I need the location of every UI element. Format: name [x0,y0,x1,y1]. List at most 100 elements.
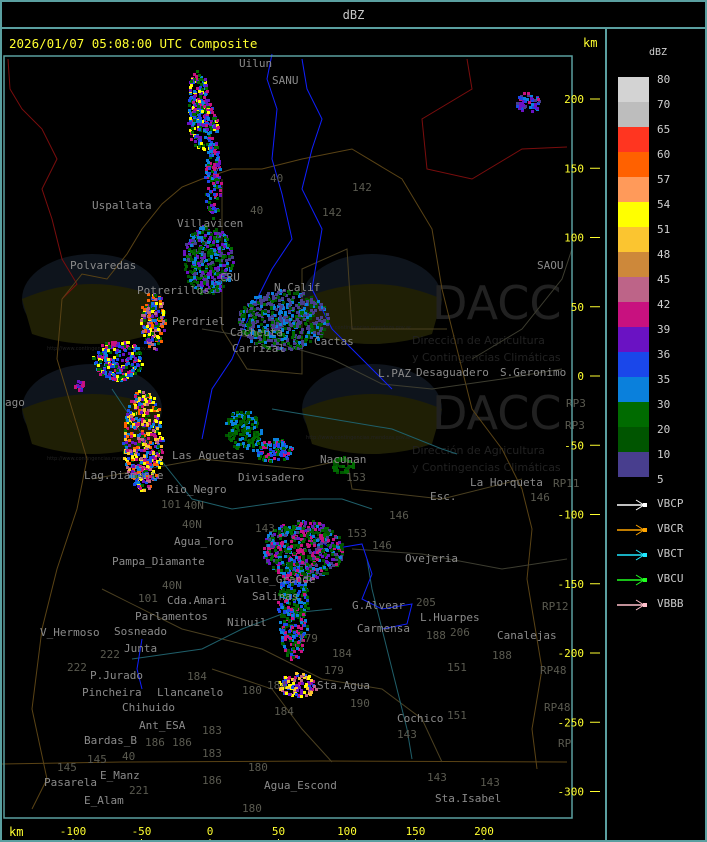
echo-pixel [304,576,307,579]
echo-pixel [235,432,238,435]
echo-pixel [125,363,128,366]
echo-pixel [295,634,298,637]
echo-pixel [304,343,307,346]
echo-pixel [320,327,323,330]
echo-pixel [288,321,291,324]
echo-pixel [299,321,302,324]
echo-pixel [143,308,146,311]
echo-pixel [278,681,281,684]
echo-pixel [149,463,152,466]
echo-pixel [212,263,215,266]
scale-label: 60 [657,148,671,161]
echo-pixel [340,558,343,561]
echo-pixel [279,628,282,631]
echo-pixel [211,209,214,212]
echo-pixel [118,345,121,348]
echo-pixel [283,453,286,456]
echo-pixel [310,691,313,694]
echo-pixel [107,366,110,369]
echo-pixel [275,561,278,564]
echo-pixel [268,550,271,553]
echo-pixel [196,120,199,123]
echo-pixel [122,442,125,445]
echo-pixel [146,325,149,328]
echo-pixel [266,294,269,297]
echo-pixel [282,307,285,310]
echo-pixel [269,460,272,463]
echo-pixel [238,318,241,321]
echo-pixel [265,556,268,559]
echo-pixel [298,677,301,680]
echo-pixel [271,311,274,314]
echo-pixel [208,172,211,175]
echo-pixel [146,412,149,415]
echo-pixel [285,550,288,553]
dacc-url: http://www.contingencias.mendoza.gov.ar [47,456,153,462]
echo-pixel [200,256,203,259]
vector-label: VBCP [657,497,684,510]
echo-pixel [286,577,289,580]
echo-pixel [311,563,314,566]
echo-pixel [208,291,211,294]
echo-pixel [305,298,308,301]
echo-pixel [263,337,266,340]
echo-pixel [149,468,152,471]
echo-pixel [213,114,216,117]
place-label: Sta.Agua [317,679,370,692]
y-tick-label: 0 [577,370,584,383]
echo-pixel [303,525,306,528]
echo-pixel [209,154,212,157]
echo-pixel [154,457,157,460]
echo-pixel [307,677,310,680]
echo-pixel [227,418,230,421]
scale-swatch [618,227,649,252]
echo-pixel [234,441,237,444]
echo-pixel [313,539,316,542]
echo-pixel [137,485,140,488]
echo-pixel [104,372,107,375]
echo-pixel [185,265,188,268]
echo-pixel [156,430,159,433]
echo-pixel [197,284,200,287]
echo-pixel [537,102,540,105]
echo-pixel [232,427,235,430]
place-label: Uspallata [92,199,152,212]
road-number-label: 180 [248,761,268,774]
dacc-url: http://www.contingencias.mendoza.gov.ar [47,346,153,352]
echo-pixel [304,521,307,524]
echo-pixel [293,546,296,549]
vector-legend-item: VBBB [617,597,707,611]
road-labels: 4040142142143153146153146205206188188151… [57,172,586,815]
echo-pixel [160,323,163,326]
echo-pixel [146,479,149,482]
echo-pixel [290,558,293,561]
echo-pixel [277,291,280,294]
echo-pixel [206,280,209,283]
echo-pixel [206,103,209,106]
vector-legend-item: VBCU [617,572,707,586]
echo-pixel [308,574,311,577]
echo-pixel [137,453,140,456]
x-axis-unit: km [9,825,24,839]
echo-pixel [306,687,309,690]
echo-pixel [107,358,110,361]
echo-pixel [297,625,300,628]
echo-pixel [264,326,267,329]
echo-pixel [296,563,299,566]
echo-pixel [146,475,149,478]
echo-pixel [288,526,291,529]
echo-pixel [251,329,254,332]
echo-pixel [250,314,253,317]
radar-map[interactable]: http://www.contingencias.mendoza.gov.arD… [2,29,605,840]
echo-pixel [293,320,296,323]
echo-pixel [335,558,338,561]
echo-pixel [138,440,141,443]
echo-pixel [291,617,294,620]
echo-pixel [280,615,283,618]
echo-pixel [199,227,202,230]
echo-pixel [289,547,292,550]
road-number-label: 40N [182,518,202,531]
echo-pixel [254,303,257,306]
echo-pixel [201,101,204,104]
